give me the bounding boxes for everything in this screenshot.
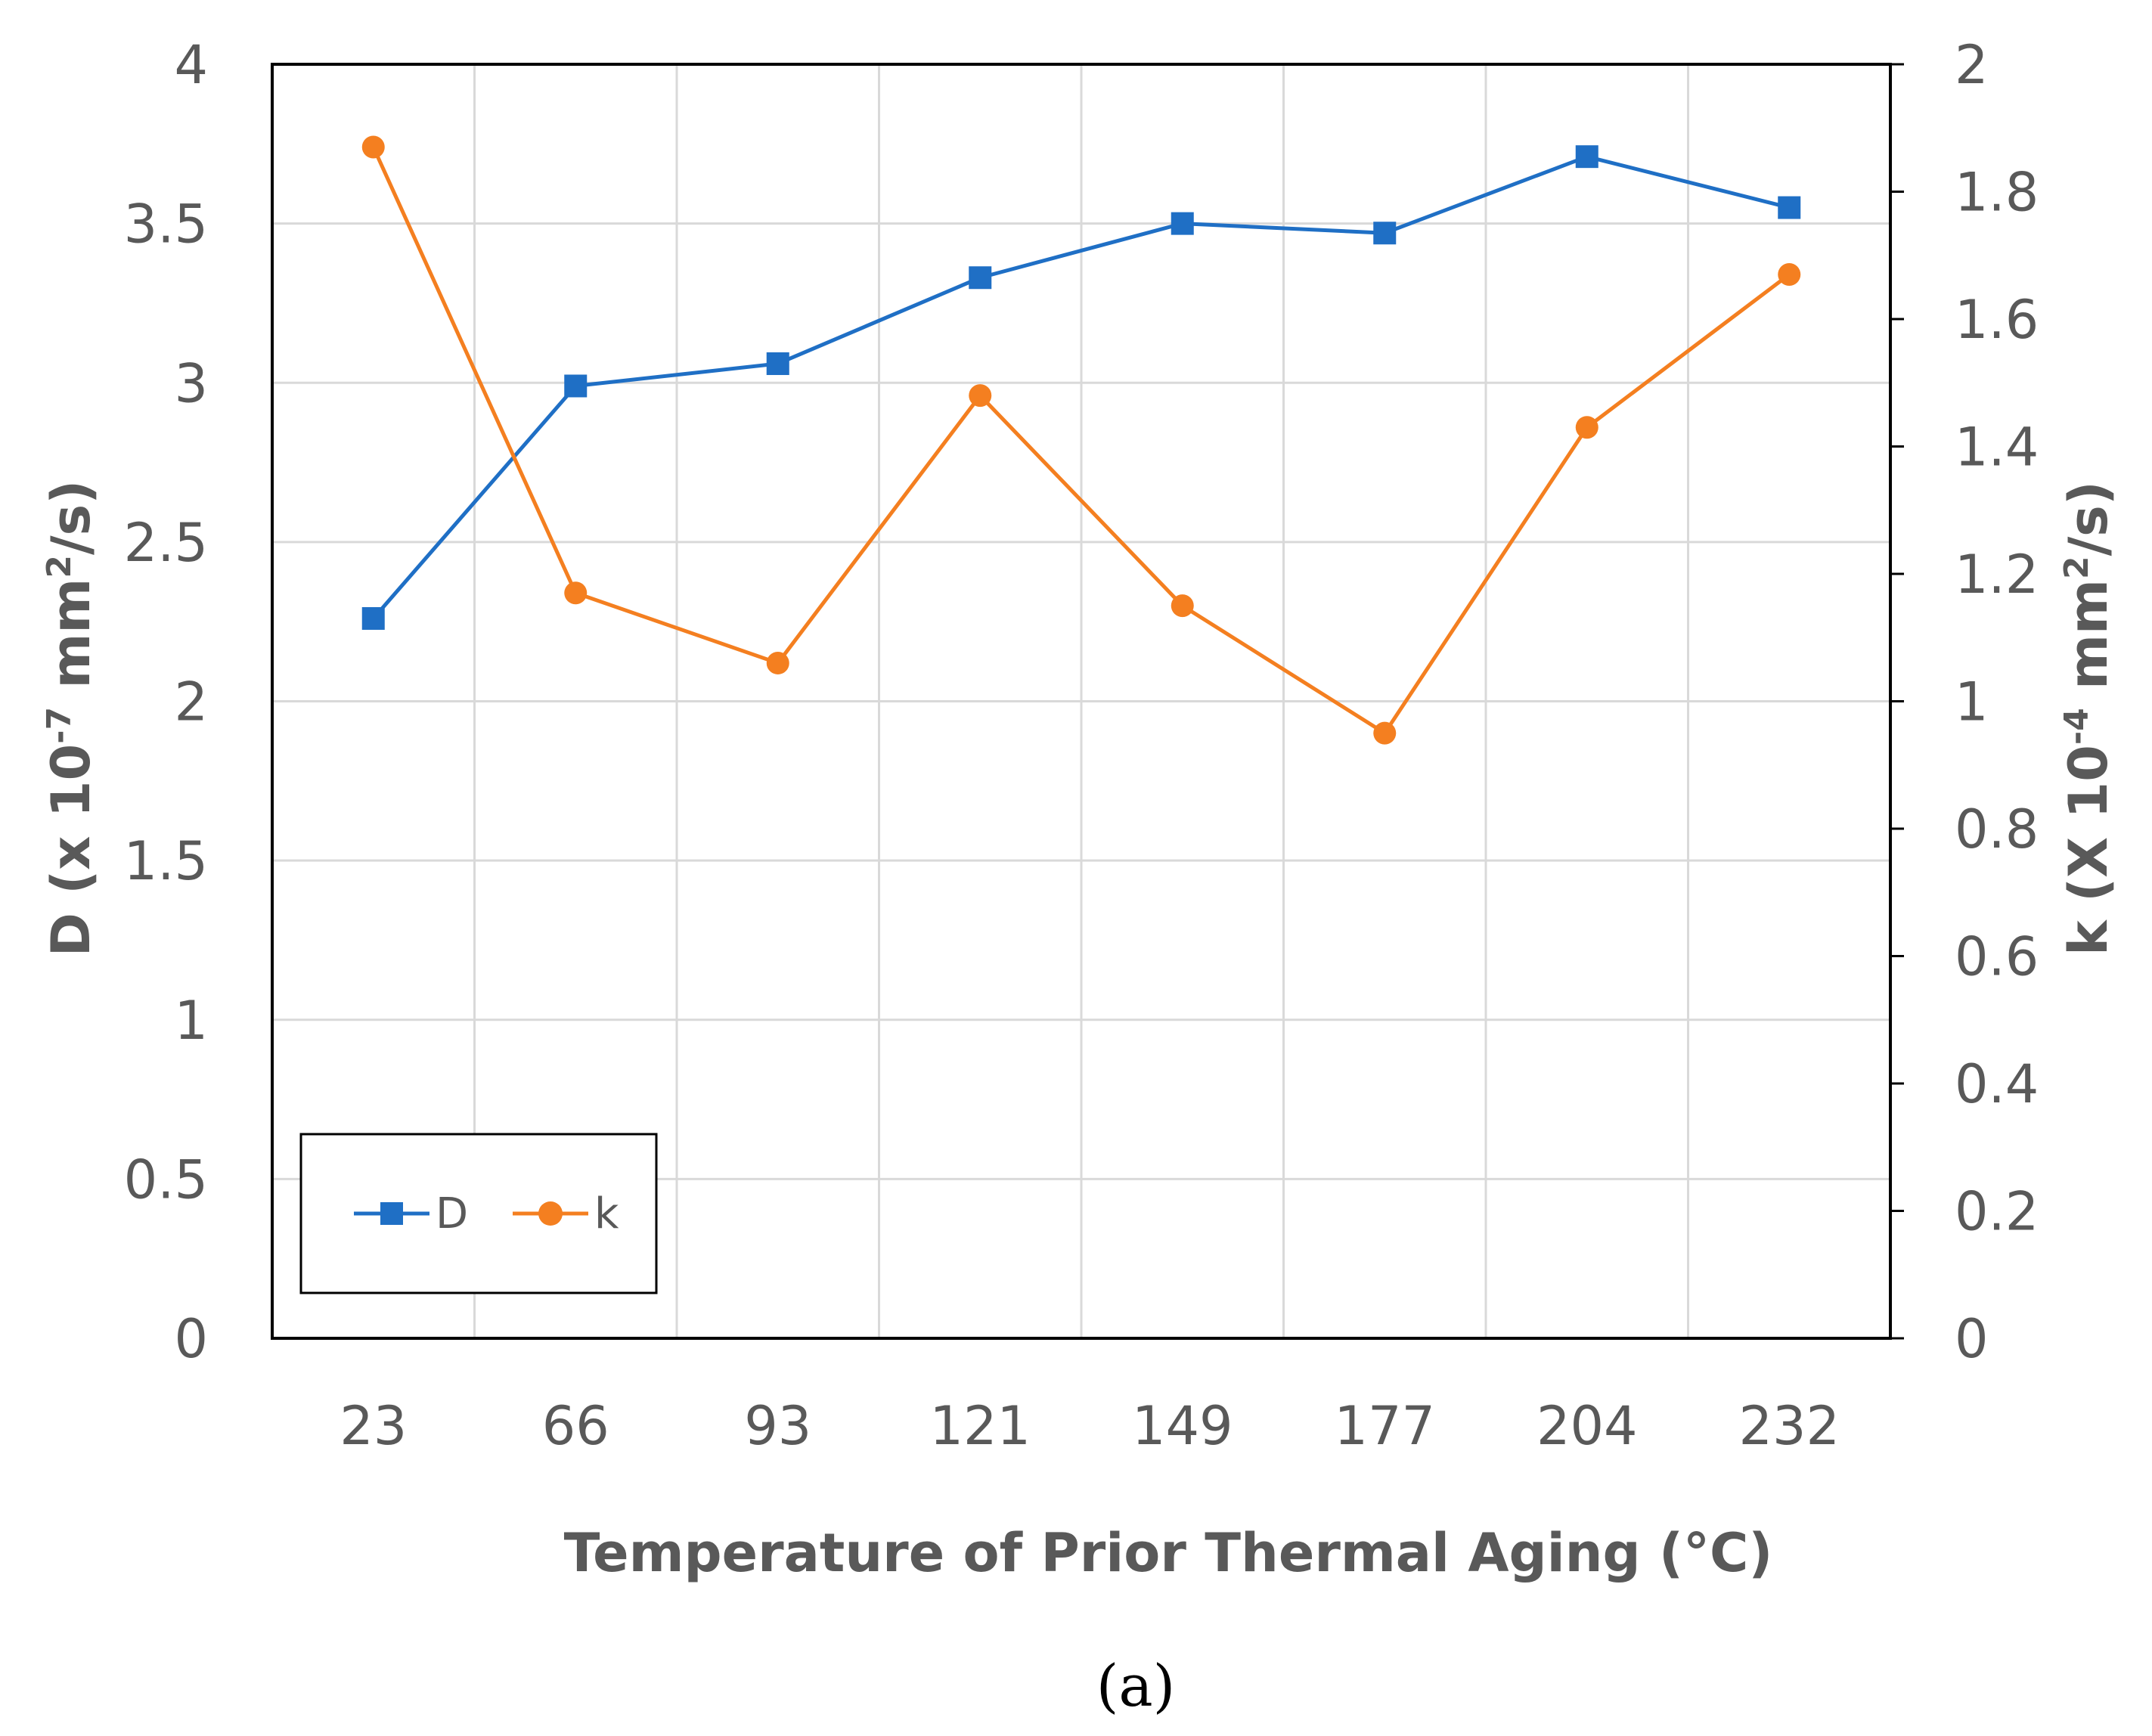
y-left-tick-label: 3: [174, 352, 208, 414]
legend-item-k: k: [513, 1189, 619, 1238]
y-right-tick-label: 0.8: [1955, 798, 2039, 860]
legend: D k: [299, 1133, 658, 1294]
legend-item-d: D: [354, 1189, 468, 1238]
y-left-tick-label: 0.5: [124, 1149, 208, 1211]
legend-k-label: k: [594, 1189, 619, 1238]
data-point-d: [361, 606, 385, 630]
series-k: [361, 135, 1801, 745]
data-point-k: [969, 384, 992, 408]
x-tick-label: 121: [929, 1395, 1031, 1457]
x-tick-label: 204: [1536, 1395, 1638, 1457]
y-right-title-exp2: 2: [2057, 556, 2096, 579]
y-right-tick-label: 0: [1955, 1308, 1989, 1370]
legend-k-marker: [538, 1201, 563, 1226]
y-left-title-exp2: 2: [40, 555, 79, 578]
y-left-title-exp1: -7: [40, 707, 79, 744]
y-right-title-mid: mm: [2057, 579, 2119, 708]
gridlines: [272, 63, 1890, 1340]
y-right-title-end: /s): [2057, 481, 2119, 556]
data-point-d: [564, 374, 588, 398]
y-left-tick-label: 1.5: [124, 830, 208, 892]
legend-d-marker: [380, 1202, 403, 1225]
x-tick-label: 23: [340, 1395, 407, 1457]
x-tick-label: 66: [542, 1395, 609, 1457]
y-right-tick-label: 0.2: [1955, 1181, 2039, 1243]
y-right-tick-label: 1: [1955, 671, 1989, 733]
series-d-line: [371, 154, 1790, 620]
y-left-tick-label: 1: [174, 990, 208, 1052]
y-left-axis-title: D (x 10-7 mm2/s): [40, 480, 103, 956]
y-right-tick-label: 2: [1955, 34, 1989, 96]
x-tick-label: 232: [1738, 1395, 1840, 1457]
y-right-title-exp1: -4: [2057, 708, 2096, 745]
series-layer: [361, 135, 1801, 745]
data-point-d: [1171, 212, 1194, 235]
y-left-tick-label: 3.5: [124, 194, 208, 256]
data-point-k: [1373, 721, 1397, 745]
data-point-k: [1778, 263, 1801, 287]
data-point-d: [1373, 222, 1397, 245]
y-left-tick-label: 2.5: [124, 512, 208, 574]
series-k-line: [371, 146, 1791, 736]
legend-d-label: D: [436, 1189, 468, 1238]
x-tick-label: 149: [1132, 1395, 1233, 1457]
y-left-tick-label: 2: [174, 671, 208, 733]
data-point-k: [766, 651, 789, 674]
y-right-tick-label: 1.2: [1955, 544, 2039, 606]
y-right-tick-label: 0.6: [1955, 926, 2039, 988]
y-left-tick-label: 0: [174, 1308, 208, 1370]
series-d: [361, 145, 1801, 630]
x-axis-ticks: 23 66 93 121 149 177 204 232: [340, 1395, 1840, 1457]
y-left-title-mid: mm: [40, 578, 102, 707]
x-tick-label: 93: [744, 1395, 811, 1457]
x-tick-label: 177: [1334, 1395, 1435, 1457]
y-left-title-end: /s): [40, 480, 102, 555]
data-point-k: [361, 135, 385, 159]
data-point-d: [1575, 145, 1598, 169]
data-point-k: [1575, 416, 1598, 439]
data-point-k: [1171, 594, 1194, 618]
left-axis-ticks: 0 0.5 1 1.5 2 2.5 3 3.5 4: [124, 34, 208, 1370]
x-axis-title: Temperature of Prior Thermal Aging (°C): [564, 1522, 1773, 1584]
data-point-d: [766, 352, 789, 375]
plot-frame: [271, 63, 1892, 1340]
y-right-tick-label: 0.4: [1955, 1053, 2039, 1115]
y-right-axis-title: k (X 10-4 mm2/s): [2057, 481, 2120, 956]
y-right-tick-label: 1.8: [1955, 162, 2039, 224]
right-axis-ticks: 0 0.2 0.4 0.6 0.8 1 1.2 1.4 1.6 1.8 2: [1890, 34, 2039, 1370]
y-right-tick-label: 1.4: [1955, 417, 2039, 479]
y-right-title-main: k (X 10: [2057, 745, 2119, 956]
data-point-d: [1778, 196, 1801, 219]
figure-caption: (a): [1096, 1652, 1176, 1719]
y-left-tick-label: 4: [174, 34, 208, 96]
data-point-k: [564, 581, 588, 605]
y-left-title-main: D (x 10: [40, 744, 102, 956]
data-point-d: [969, 266, 992, 290]
y-right-tick-label: 1.6: [1955, 289, 2039, 351]
